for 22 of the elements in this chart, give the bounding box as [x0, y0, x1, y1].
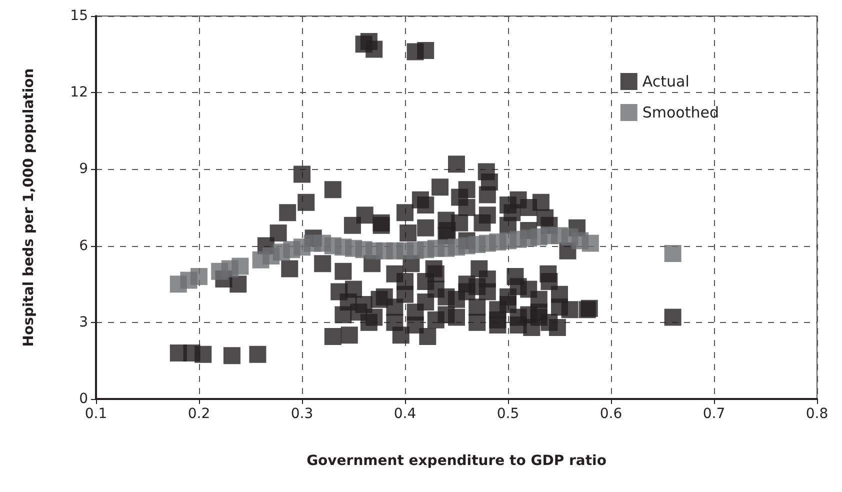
- legend-label: Actual: [642, 72, 690, 90]
- y-tick-label: 9: [79, 161, 88, 178]
- x-axis-title: Government expenditure to GDP ratio: [306, 453, 607, 469]
- y-tick-label: 6: [79, 238, 88, 254]
- y-axis-title: Hospital beds per 1,000 population: [21, 68, 37, 347]
- x-tick-label: 0.4: [394, 406, 416, 422]
- point: [232, 258, 249, 275]
- x-tick-label: 0.3: [290, 406, 314, 422]
- point: [664, 244, 682, 262]
- y-tick-label: 15: [70, 8, 88, 24]
- point: [582, 234, 599, 252]
- x-tick-label: 0.1: [84, 406, 108, 422]
- x-tick-label: 0.6: [600, 406, 622, 422]
- x-tick-label: 0.5: [496, 406, 520, 422]
- x-tick-label: 0.7: [702, 406, 726, 422]
- y-tick-label: 12: [70, 84, 88, 101]
- x-tick-label: 0.2: [188, 406, 210, 422]
- point: [190, 268, 208, 285]
- y-tick-label: 3: [79, 314, 88, 330]
- x-tick-label: 0.8: [806, 406, 828, 422]
- y-tick-label: 0: [79, 391, 88, 407]
- legend-label: Smoothed: [642, 104, 720, 122]
